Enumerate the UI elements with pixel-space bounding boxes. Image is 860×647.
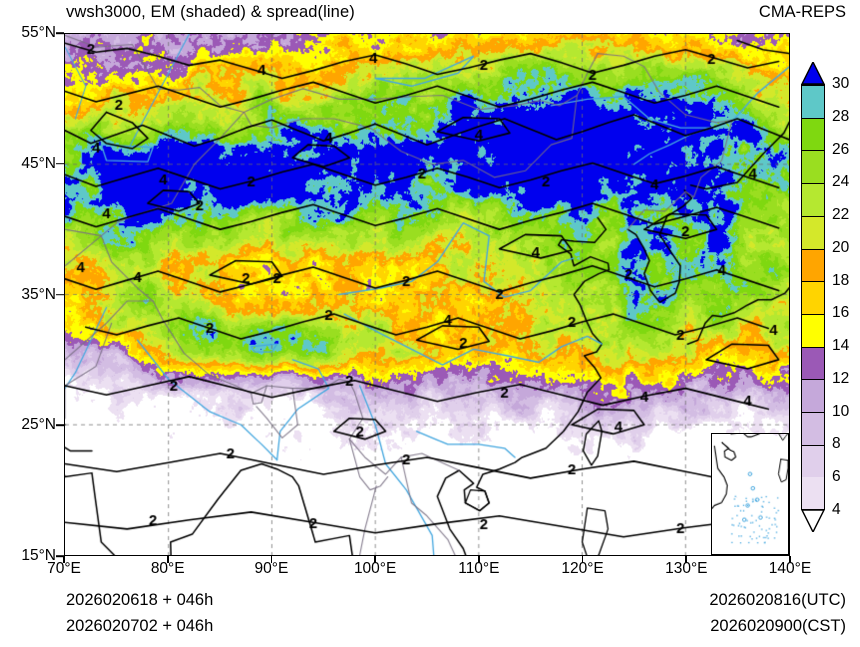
x-tick-mark bbox=[374, 556, 376, 563]
colorbar-cell bbox=[802, 477, 824, 509]
colorbar-tick-label: 10 bbox=[832, 402, 850, 420]
y-tick-mark bbox=[56, 162, 64, 165]
colorbar-cell bbox=[802, 183, 824, 216]
colorbar-cell bbox=[802, 444, 824, 478]
inset-canvas bbox=[712, 434, 788, 554]
colorbar-cell bbox=[802, 346, 824, 380]
x-tick-mark bbox=[478, 556, 480, 563]
x-tick-mark bbox=[685, 556, 688, 563]
y-tick-label: 35°N bbox=[21, 285, 56, 303]
colorbar-tick-label: 6 bbox=[832, 468, 841, 486]
colorbar-tick-label: 4 bbox=[832, 501, 841, 518]
x-tick-label: 120°E bbox=[561, 560, 604, 577]
colorbar-cell bbox=[802, 411, 824, 445]
x-tick-label: 80°E bbox=[150, 560, 185, 577]
colorbar bbox=[801, 62, 825, 532]
init-time-utc: 2026020618 + 046h bbox=[66, 591, 214, 609]
colorbar-tick-label: 22 bbox=[832, 206, 850, 224]
x-tick-mark bbox=[581, 556, 584, 563]
colorbar-cell bbox=[802, 117, 824, 151]
valid-time-utc: 2026020816(UTC) bbox=[709, 591, 846, 609]
y-tick-label: 55°N bbox=[21, 24, 56, 41]
colorbar-tick-label: 26 bbox=[832, 140, 850, 158]
x-tick-label: 140°E bbox=[768, 560, 812, 577]
model-label: CMA-REPS bbox=[758, 3, 846, 21]
y-tick-mark bbox=[56, 32, 64, 34]
colorbar-high-arrow bbox=[801, 62, 825, 84]
shaded-field-canvas bbox=[65, 34, 789, 555]
colorbar-cell bbox=[802, 379, 824, 412]
page-title: vwsh3000, EM (shaded) & spread(line) bbox=[66, 3, 355, 21]
init-time-cst: 2026020702 + 046h bbox=[66, 617, 214, 635]
colorbar-cell bbox=[802, 281, 824, 314]
colorbar-cell bbox=[802, 150, 824, 184]
colorbar-tick-label: 28 bbox=[832, 107, 850, 125]
colorbar-low-arrow bbox=[801, 510, 825, 532]
colorbar-tick-label: 16 bbox=[832, 304, 850, 322]
map-plot-area: No: GS(2019)1786 bbox=[64, 33, 790, 556]
valid-time-cst: 2026020900(CST) bbox=[710, 617, 846, 635]
y-tick-label: 45°N bbox=[21, 154, 56, 172]
south-china-sea-inset bbox=[711, 433, 789, 555]
colorbar-tick-label: 18 bbox=[832, 271, 850, 289]
colorbar-tick-label: 20 bbox=[832, 238, 850, 256]
colorbar-tick-label: 8 bbox=[832, 435, 841, 453]
x-tick-label: 110°E bbox=[458, 560, 500, 577]
y-tick-mark bbox=[56, 555, 64, 557]
y-tick-label: 25°N bbox=[21, 416, 56, 434]
colorbar-cell bbox=[802, 313, 824, 347]
x-tick-mark bbox=[270, 556, 273, 563]
x-tick-mark bbox=[789, 556, 791, 563]
colorbar-cell bbox=[802, 215, 824, 249]
x-tick-mark bbox=[166, 556, 169, 563]
y-tick-mark bbox=[56, 424, 64, 427]
y-tick-label: 15°N bbox=[21, 547, 56, 564]
x-tick-label: 70°E bbox=[47, 560, 81, 577]
colorbar-tick-label: 14 bbox=[832, 337, 850, 355]
colorbar-tick-label: 30 bbox=[832, 75, 850, 92]
colorbar-cells bbox=[801, 84, 825, 510]
x-tick-mark bbox=[63, 556, 65, 563]
x-tick-label: 90°E bbox=[254, 560, 289, 577]
colorbar-tick-label: 12 bbox=[832, 369, 850, 387]
x-tick-label: 130°E bbox=[665, 560, 708, 577]
colorbar-cell bbox=[802, 248, 824, 282]
x-tick-label: 100°E bbox=[353, 560, 397, 577]
colorbar-tick-label: 24 bbox=[832, 173, 850, 191]
colorbar-cell bbox=[802, 85, 824, 118]
y-tick-mark bbox=[56, 293, 64, 296]
